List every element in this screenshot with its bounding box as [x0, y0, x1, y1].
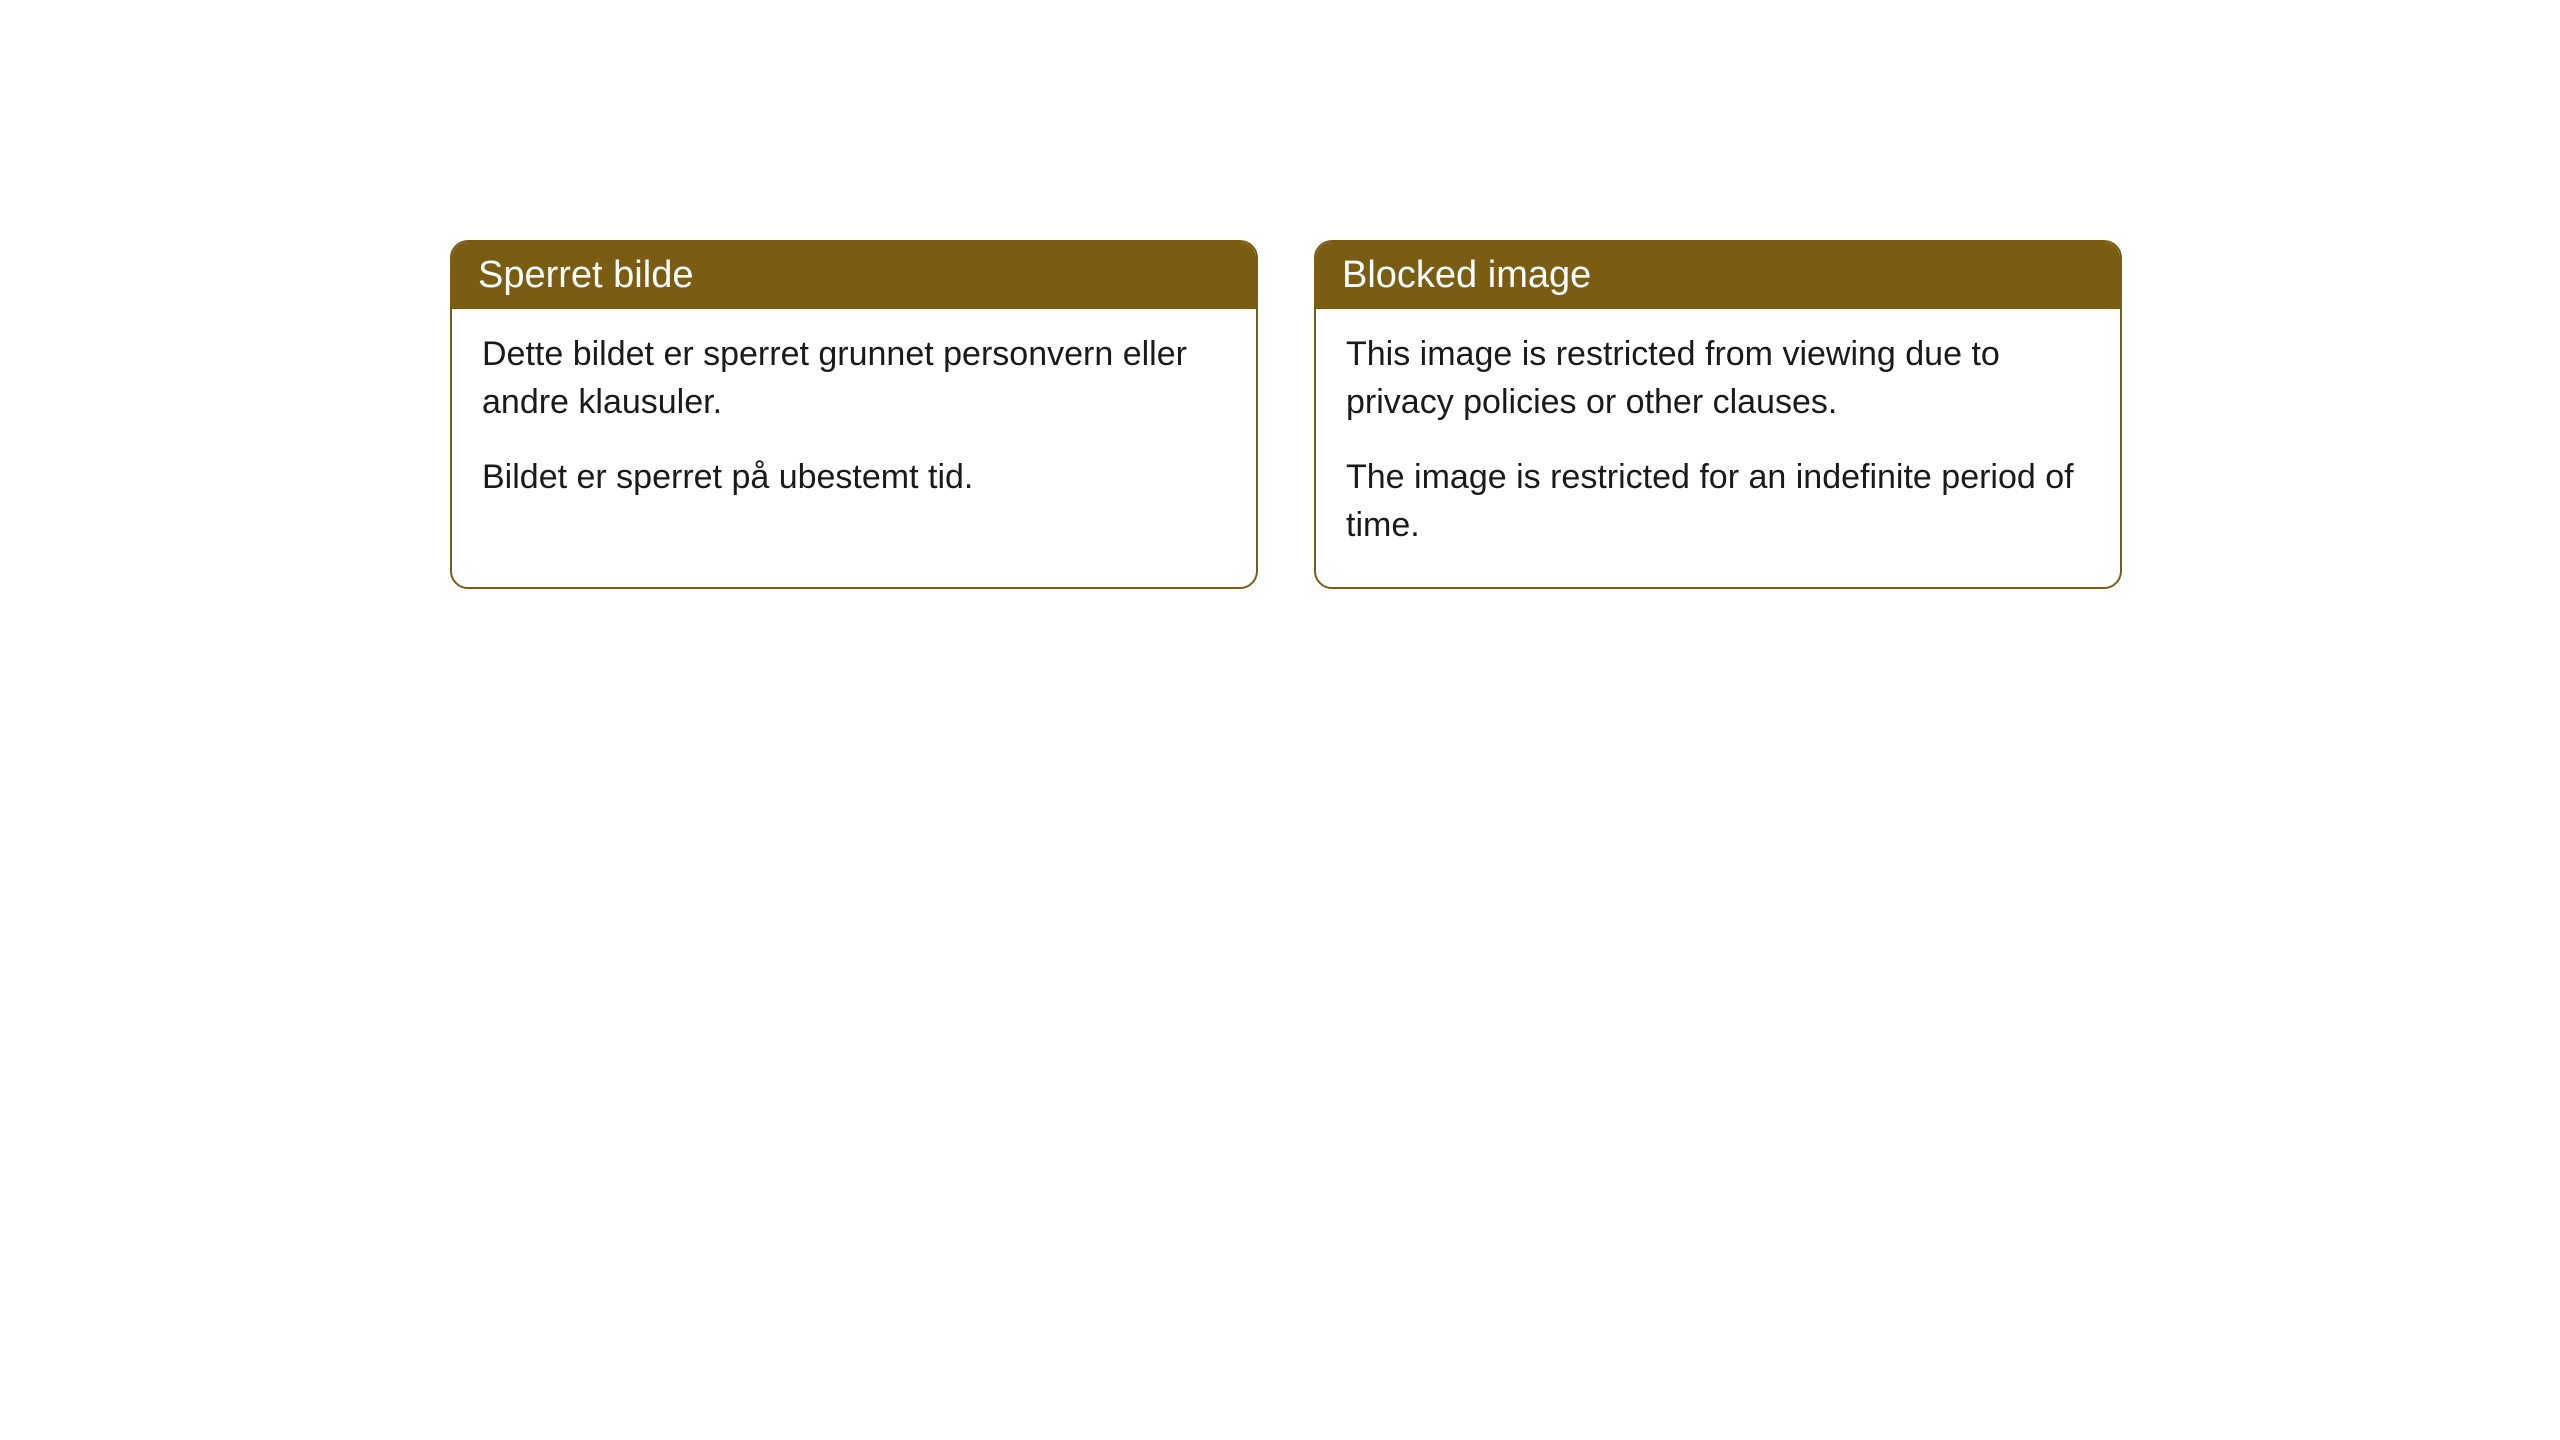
card-duration-text: Bildet er sperret på ubestemt tid.: [482, 454, 1226, 502]
card-header-norwegian: Sperret bilde: [452, 242, 1256, 309]
card-header-english: Blocked image: [1316, 242, 2120, 309]
info-cards-container: Sperret bilde Dette bildet er sperret gr…: [450, 240, 2122, 589]
card-reason-text: Dette bildet er sperret grunnet personve…: [482, 331, 1226, 426]
blocked-image-card-norwegian: Sperret bilde Dette bildet er sperret gr…: [450, 240, 1258, 589]
card-reason-text: This image is restricted from viewing du…: [1346, 331, 2090, 426]
card-duration-text: The image is restricted for an indefinit…: [1346, 454, 2090, 549]
card-body-english: This image is restricted from viewing du…: [1316, 309, 2120, 587]
blocked-image-card-english: Blocked image This image is restricted f…: [1314, 240, 2122, 589]
card-body-norwegian: Dette bildet er sperret grunnet personve…: [452, 309, 1256, 540]
